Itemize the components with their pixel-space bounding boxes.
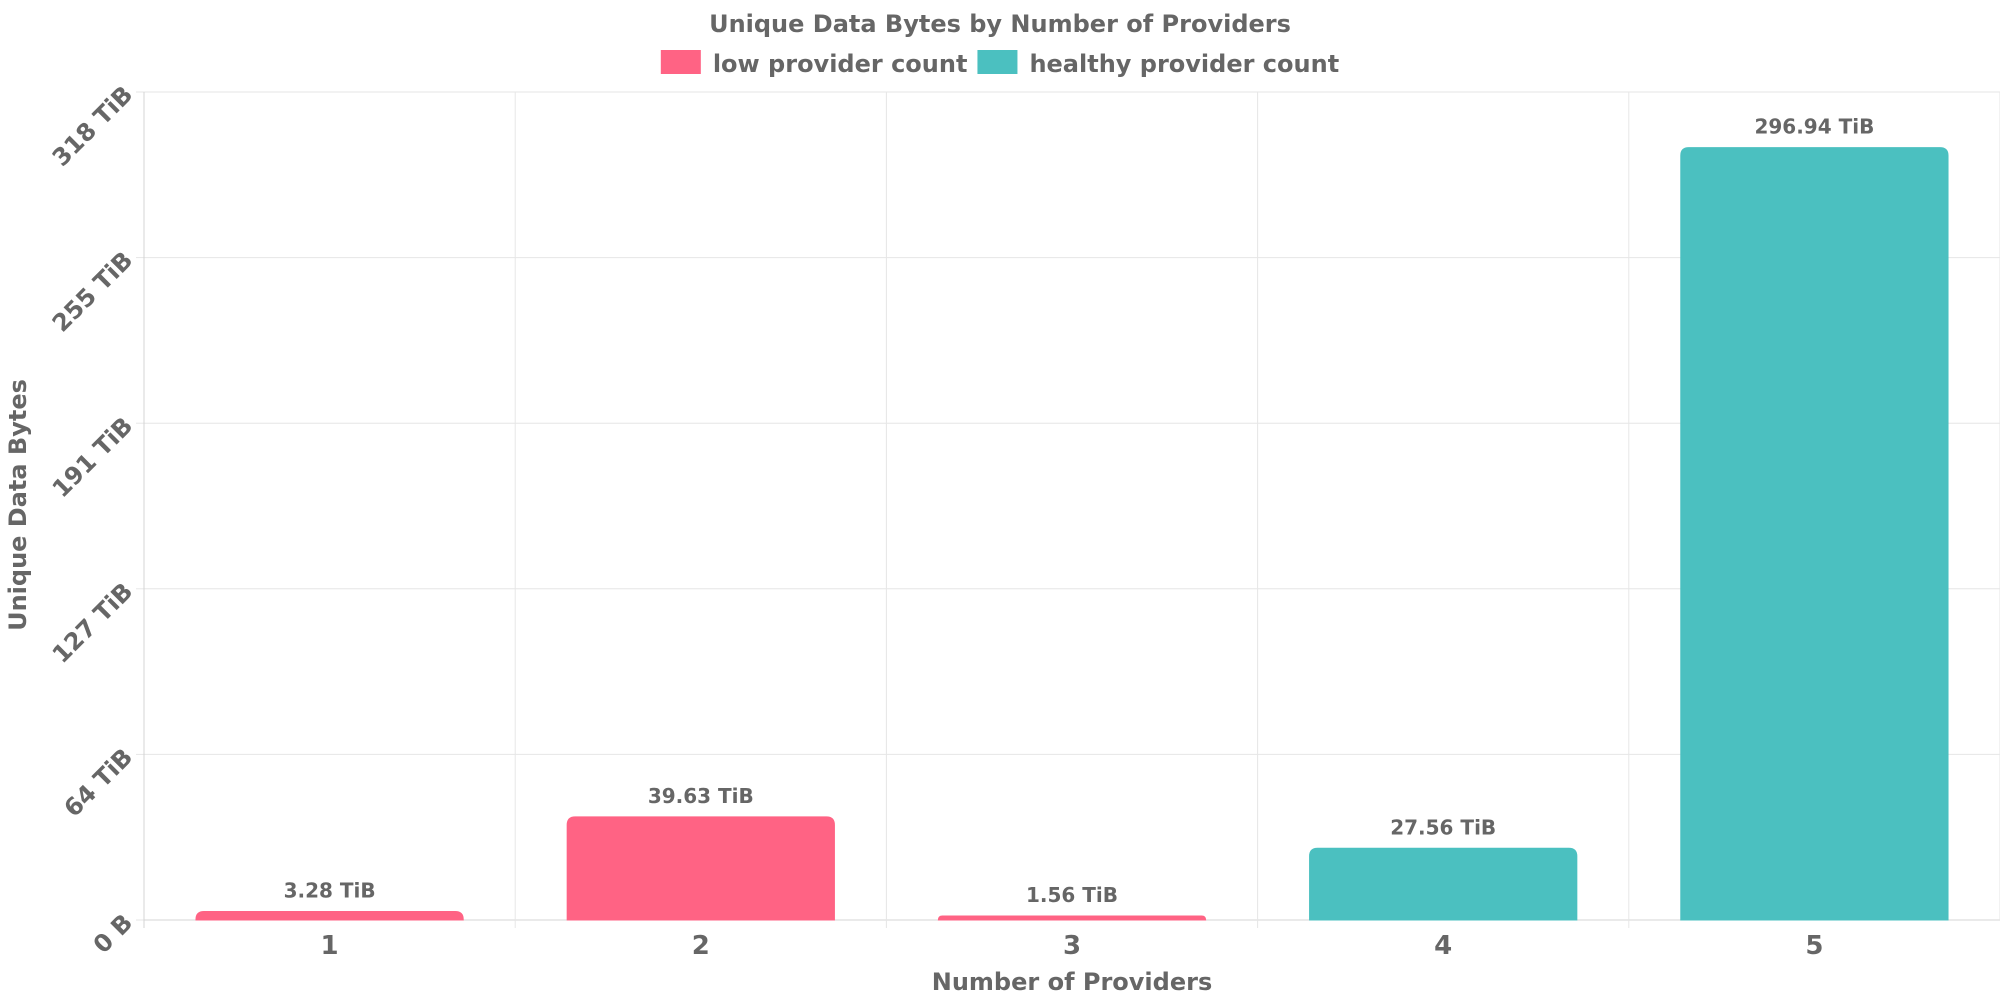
x-axis-label: Number of Providers [932,968,1212,996]
y-tick-label: 127 TiB [47,577,138,668]
y-tick-label: 64 TiB [59,743,139,823]
y-tick-label: 255 TiB [47,246,138,337]
bar-value-label: 27.56 TiB [1390,815,1496,839]
legend: low provider count healthy provider count [660,50,1339,78]
bar-value-label: 1.56 TiB [1026,883,1118,907]
legend-label: low provider count [713,50,968,78]
chart-title: Unique Data Bytes by Number of Providers [709,10,1291,38]
x-axis-ticks: 1 2 3 4 5 [321,931,1824,961]
bar-value-label: 296.94 TiB [1754,115,1874,139]
bar-2[interactable] [566,816,835,921]
x-tick-label: 1 [321,931,339,961]
bar-value-label: 3.28 TiB [284,878,376,902]
y-tick-label: 191 TiB [47,412,138,503]
bar-5[interactable] [1680,147,1949,921]
legend-swatch[interactable] [977,50,1018,74]
bar-3[interactable] [937,915,1207,921]
bar-4[interactable] [1309,847,1578,921]
value-labels: 3.28 TiB 39.63 TiB 1.56 TiB 27.56 TiB 296.94… [284,115,1875,907]
y-axis-label: Unique Data Bytes [4,379,32,631]
y-tick-label: 0 B [88,908,138,958]
legend-swatch[interactable] [660,50,701,74]
legend-label: healthy provider count [1029,50,1339,78]
x-tick-label: 2 [692,931,710,961]
x-tick-label: 4 [1434,931,1452,961]
y-axis-ticks: 0 B 64 TiB 127 TiB 191 TiB 255 TiB 318 TiB [47,80,138,958]
x-tick-label: 5 [1805,931,1823,961]
y-tick-label: 318 TiB [47,80,138,171]
bar-value-label: 39.63 TiB [648,784,754,808]
bar-1[interactable] [195,910,464,921]
x-tick-label: 3 [1063,931,1081,961]
grid-lines [136,91,2000,928]
bars [195,147,1949,921]
